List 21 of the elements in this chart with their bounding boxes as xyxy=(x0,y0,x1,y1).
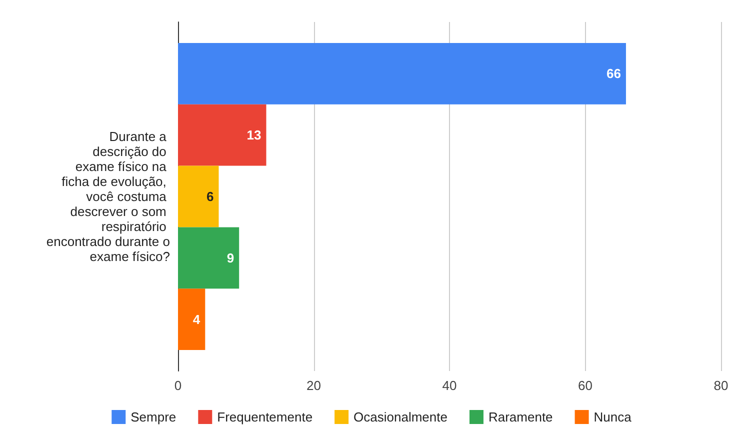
x-tick-label: 60 xyxy=(578,378,592,393)
x-tick-label: 80 xyxy=(714,378,728,393)
bar xyxy=(178,288,206,350)
legend-label: Nunca xyxy=(594,410,632,424)
x-tick-label: 0 xyxy=(174,378,182,393)
data-label: 66 xyxy=(606,66,621,82)
data-label: 9 xyxy=(226,250,234,266)
x-tick-label: 20 xyxy=(306,378,321,393)
legend-label: Ocasionalmente xyxy=(354,410,448,424)
legend-label: Raramente xyxy=(488,410,553,424)
bar xyxy=(178,42,626,104)
x-tick-label: 40 xyxy=(442,378,457,393)
legend-label: Sempre xyxy=(130,410,176,424)
bar xyxy=(178,227,240,289)
bar xyxy=(178,166,219,228)
category-label: Durante a descrição do exame físico na ficha de evolução, você costuma descrever o som respiratório encontrado durante o exame físico? xyxy=(46,129,170,264)
data-label: 6 xyxy=(206,189,214,204)
data-label: 13 xyxy=(246,128,262,143)
bar xyxy=(178,104,266,166)
legend-label: Frequentemente xyxy=(217,410,313,424)
data-label: 4 xyxy=(192,312,201,327)
